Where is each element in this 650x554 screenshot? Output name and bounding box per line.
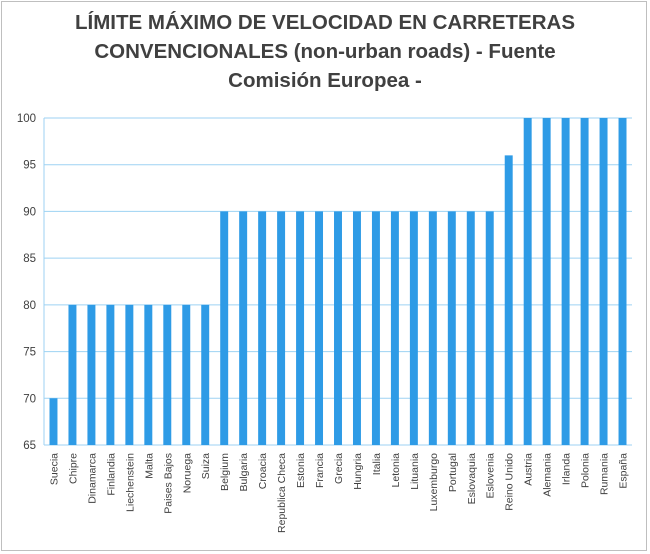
bar <box>466 211 475 445</box>
bar <box>352 211 361 445</box>
bar <box>220 211 229 445</box>
x-tick-label: Suecia <box>48 453 60 485</box>
x-tick-label: Belgium <box>219 453 231 491</box>
x-tick-label: Reino Unido <box>504 453 516 511</box>
y-tick-label: 70 <box>23 393 36 405</box>
bar <box>144 304 153 445</box>
bar <box>599 118 608 445</box>
x-tick-label: Portugal <box>447 453 459 492</box>
bar <box>428 211 437 445</box>
x-tick-label: Irlanda <box>561 453 573 485</box>
bar <box>447 211 456 445</box>
y-tick-label: 85 <box>23 253 36 265</box>
x-tick-label: Letonia <box>390 453 402 488</box>
bar <box>485 211 494 445</box>
y-tick-label: 95 <box>23 160 36 172</box>
y-axis-tick-labels: 65 70 75 80 85 90 95 100 <box>17 113 36 452</box>
x-tick-label: Dinamarca <box>86 453 98 504</box>
x-tick-label: Rumania <box>599 453 611 495</box>
chart-title: LÍMITE MÁXIMO DE VELOCIDAD EN CARRETERAS… <box>40 8 610 95</box>
y-tick-label: 80 <box>23 300 36 312</box>
y-tick-label: 65 <box>23 440 36 452</box>
bar <box>277 211 286 445</box>
y-tick-label: 90 <box>23 206 36 218</box>
x-tick-label: Liechenstein <box>124 453 136 512</box>
bar <box>125 304 134 445</box>
x-tick-label: Francia <box>314 453 326 488</box>
bar <box>68 304 77 445</box>
bar <box>106 304 115 445</box>
x-tick-label: Croacia <box>257 453 269 489</box>
bar <box>201 304 210 445</box>
x-tick-label: Paises Bajos <box>162 453 174 514</box>
x-tick-label: Malta <box>143 453 155 479</box>
bar <box>87 304 96 445</box>
x-tick-label: Alemania <box>542 453 554 497</box>
x-tick-label: España <box>618 453 630 489</box>
x-tick-label: Eslovenia <box>485 453 497 499</box>
x-tick-label: Estonia <box>295 453 307 488</box>
x-tick-label: Eslovaquia <box>466 453 478 505</box>
x-tick-label: Hungria <box>352 453 364 490</box>
bar <box>390 211 399 445</box>
x-tick-label: Chipre <box>67 453 79 484</box>
y-tick-label: 100 <box>17 113 36 125</box>
bar <box>523 118 532 445</box>
x-tick-label: Luxemburgo <box>428 453 440 512</box>
x-tick-label: Italia <box>371 453 383 475</box>
x-tick-label: Bulgaria <box>238 453 250 492</box>
x-tick-label: Suiza <box>200 453 212 479</box>
x-tick-label: Lituania <box>409 453 421 490</box>
bar <box>258 211 267 445</box>
chart-title-line-1: LÍMITE MÁXIMO DE VELOCIDAD EN CARRETERAS <box>75 11 575 34</box>
bar <box>409 211 418 445</box>
bar <box>371 211 380 445</box>
bar <box>315 211 324 445</box>
x-tick-label: Grecia <box>333 453 345 484</box>
bar <box>296 211 305 445</box>
bar <box>580 118 589 445</box>
x-tick-label: Polonia <box>580 453 592 488</box>
bar <box>239 211 248 445</box>
x-tick-label: Austria <box>523 453 535 486</box>
bar <box>618 118 627 445</box>
bar <box>49 398 58 445</box>
bar <box>561 118 570 445</box>
x-axis-tick-labels: Suecia Chipre Dinamarca Finlandia Liechenste… <box>48 453 629 533</box>
x-tick-label: Noruega <box>181 453 193 493</box>
bar <box>163 304 172 445</box>
bar <box>334 211 342 445</box>
bar <box>504 155 513 445</box>
x-tick-label: Republica Checa <box>276 453 288 533</box>
bars <box>49 118 627 445</box>
bar <box>182 304 191 445</box>
y-tick-label: 75 <box>23 347 36 359</box>
chart-title-line-2: CONVENCIONALES (non-urban roads) - Fuent… <box>94 40 556 63</box>
x-tick-label: Finlandia <box>105 453 117 496</box>
chart-title-line-3: Comisión Europea - <box>228 69 422 92</box>
bar <box>542 118 551 445</box>
